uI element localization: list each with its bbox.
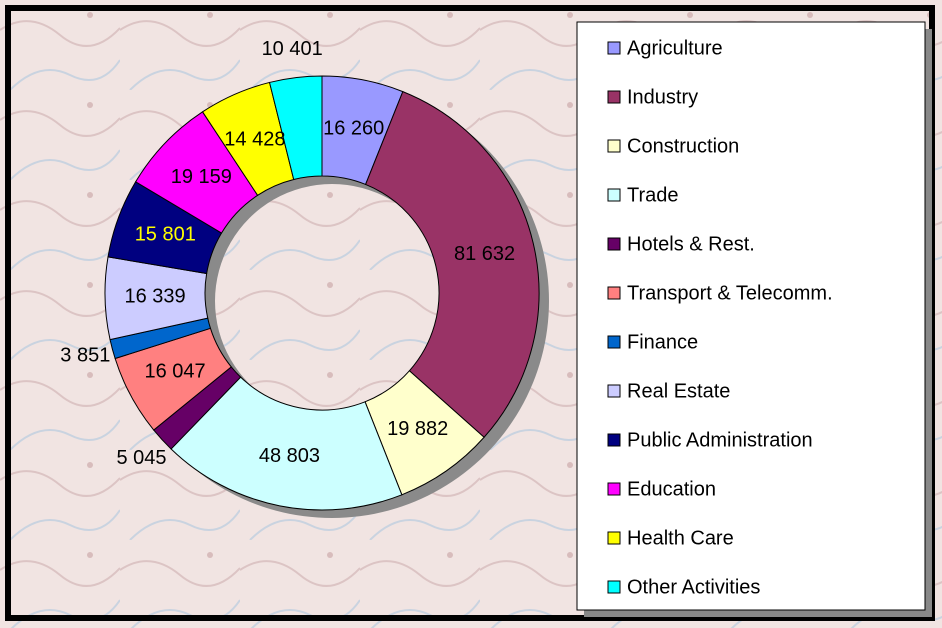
legend-swatch	[607, 384, 621, 398]
legend-label: Finance	[627, 331, 698, 353]
legend-swatch	[607, 433, 621, 447]
legend-label: Hotels & Rest.	[627, 233, 755, 255]
data-label: 14 428	[224, 128, 285, 150]
legend-label: Trade	[627, 184, 679, 206]
legend-swatch	[607, 188, 621, 202]
legend-swatch	[607, 139, 621, 153]
legend-label: Transport & Telecomm.	[627, 282, 833, 304]
legend-swatch	[607, 90, 621, 104]
donut-slice	[170, 376, 403, 511]
legend-swatch	[607, 580, 621, 594]
legend-swatch	[607, 482, 621, 496]
legend-label: Education	[627, 478, 716, 500]
legend-label: Industry	[627, 86, 698, 108]
legend-label: Real Estate	[627, 380, 730, 402]
data-label: 10 401	[262, 38, 323, 60]
data-label: 16 339	[124, 285, 185, 307]
legend-label: Construction	[627, 135, 739, 157]
legend-box	[576, 21, 926, 611]
data-label: 48 803	[259, 445, 320, 467]
legend-label: Public Administration	[627, 429, 813, 451]
data-label: 16 260	[323, 117, 384, 139]
data-label: 81 632	[454, 243, 515, 265]
legend-swatch	[607, 531, 621, 545]
legend-label: Health Care	[627, 527, 734, 549]
legend: Agriculture Industry Construction Trade Hote…	[607, 37, 833, 598]
donut-slice	[268, 75, 323, 181]
legend-swatch	[607, 237, 621, 251]
legend-label: Other Activities	[627, 576, 760, 598]
legend-swatch	[607, 335, 621, 349]
legend-swatch	[607, 41, 621, 55]
data-label: 16 047	[144, 361, 205, 383]
data-label: 5 045	[116, 447, 166, 469]
legend-swatch	[607, 286, 621, 300]
legend-label: Agriculture	[627, 37, 723, 59]
plot: 16 260 81 632 19 882 48 803 5 045 16 047 3 851…	[60, 38, 549, 518]
donut-slice	[364, 90, 540, 438]
data-label: 15 801	[135, 224, 196, 246]
data-label: 19 882	[387, 418, 448, 440]
data-label: 3 851	[60, 345, 110, 367]
data-label: 19 159	[171, 166, 232, 188]
